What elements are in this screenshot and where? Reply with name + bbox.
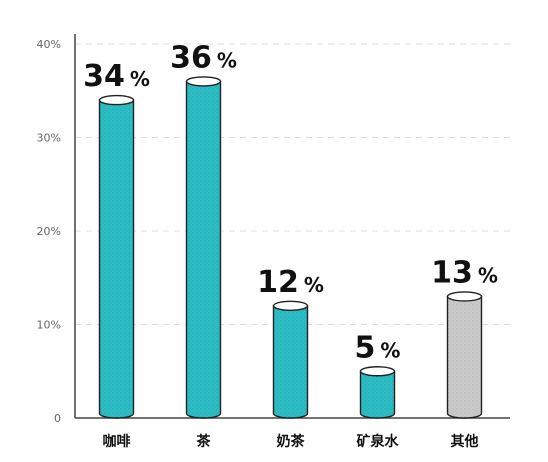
value-labels: 34 %36 %12 %5 %13%	[83, 40, 498, 365]
value-label: 36%	[170, 40, 237, 75]
category-labels: 咖啡 茶 奶茶 矿泉水 其他	[103, 433, 479, 450]
category-label: 矿泉水	[357, 433, 400, 450]
value-unit: %	[304, 273, 324, 297]
y-tick-label: 10%	[37, 319, 61, 332]
y-tick-label: 40%	[37, 38, 61, 51]
bar-咖啡	[98, 94, 135, 419]
bar-texture	[360, 371, 395, 419]
category-label: 其他	[451, 433, 479, 450]
bar-texture	[186, 81, 221, 419]
value-label: 34%	[83, 59, 150, 94]
bar-cap	[359, 366, 396, 377]
y-axis-ticks: 0 10% 20% 30% 40%	[37, 38, 61, 425]
bar-其他	[446, 291, 483, 419]
bar-texture	[99, 100, 134, 419]
category-label: 茶	[196, 433, 212, 450]
value-unit: %	[478, 263, 498, 287]
bar-cap	[98, 94, 135, 106]
value-number: 36	[170, 40, 212, 75]
value-number: 34	[83, 59, 125, 94]
bar-cap	[185, 76, 222, 87]
y-tick-label: 30%	[37, 132, 61, 145]
category-label: 奶茶	[277, 433, 306, 450]
bars	[98, 76, 483, 419]
value-unit: %	[130, 67, 150, 91]
value-unit: %	[380, 338, 400, 362]
value-label: 13%	[431, 255, 498, 290]
y-tick-label: 0	[54, 412, 61, 425]
bar-texture	[273, 305, 308, 419]
value-unit: %	[217, 48, 237, 72]
value-number: 5	[355, 330, 376, 365]
value-label: 12%	[257, 265, 324, 300]
y-tick-label: 20%	[37, 225, 61, 238]
value-number: 12	[257, 265, 299, 300]
bar-茶	[185, 76, 222, 419]
value-label: 5%	[355, 330, 401, 365]
bar-矿泉水	[359, 366, 396, 419]
bar-cap	[446, 291, 483, 302]
bar-cap	[272, 300, 309, 311]
bar-texture	[447, 296, 482, 419]
category-label: 咖啡	[103, 433, 131, 450]
value-number: 13	[431, 255, 473, 290]
bar-奶茶	[272, 300, 309, 419]
